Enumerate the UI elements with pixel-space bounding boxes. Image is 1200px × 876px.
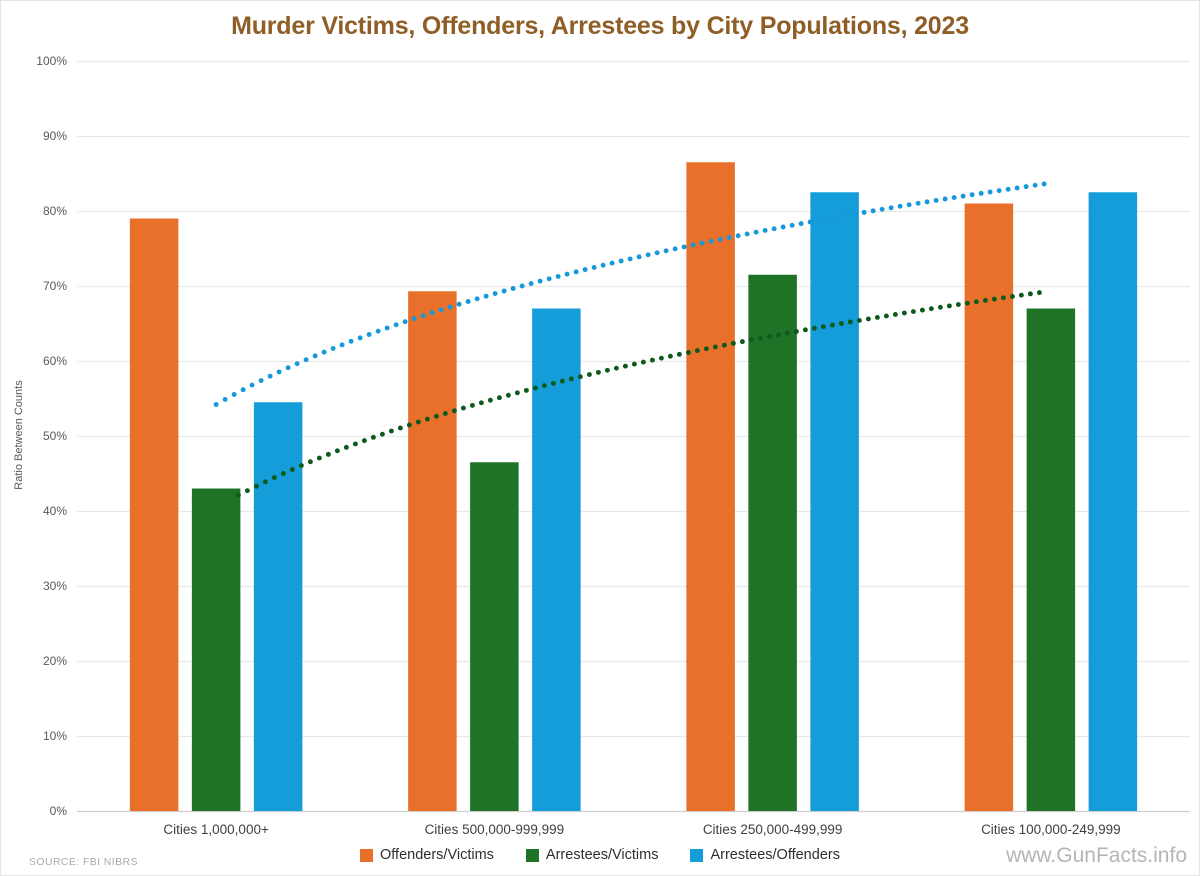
bar-arrestees-offenders-g2 (532, 308, 581, 811)
chart-title: Murder Victims, Offenders, Arrestees by … (231, 12, 969, 40)
trendline-arrestees-offenders (213, 181, 1047, 407)
y-tick-label: 50% (42, 429, 67, 443)
y-tick-label: 10% (42, 729, 67, 743)
legend-label: Arrestees/Victims (545, 847, 659, 863)
bar-offenders-victims-g4 (964, 203, 1014, 811)
x-category-label: Cities 500,000-999,999 (424, 822, 565, 837)
legend-label: Arrestees/Offenders (710, 847, 840, 863)
y-tick-label: 20% (42, 654, 67, 668)
bar-arrestees-offenders-g4 (1088, 192, 1138, 811)
bar-offenders-victims-g3 (686, 162, 735, 811)
legend-item: Arrestees/Offenders (690, 847, 840, 863)
bar-offenders-victims-g1 (129, 218, 179, 811)
legend-swatch-icon (360, 848, 374, 862)
watermark: www.GunFacts.info (1006, 844, 1187, 867)
bar-arrestees-victims-g4 (1026, 308, 1076, 811)
bar-arrestees-victims-g1 (191, 488, 241, 811)
x-category-label: Cities 1,000,000+ (163, 822, 269, 837)
bar-arrestees-offenders-g3 (810, 192, 859, 811)
bar-arrestees-offenders-g1 (253, 402, 303, 811)
legend-label: Offenders/Victims (380, 847, 494, 863)
y-tick-label: 80% (42, 204, 67, 218)
y-tick-label: 60% (42, 354, 67, 368)
y-tick-label: 100% (36, 54, 67, 68)
bar-arrestees-victims-g2 (470, 462, 519, 811)
source-note: SOURCE: FBI NIBRS (29, 856, 138, 868)
y-tick-label: 30% (42, 579, 67, 593)
legend-item: Offenders/Victims (360, 847, 494, 863)
y-tick-label: 90% (42, 129, 67, 143)
legend-swatch-icon (690, 848, 704, 862)
y-tick-label: 40% (42, 504, 67, 518)
bar-offenders-victims-g2 (408, 291, 457, 811)
trendline-arrestees-victims (235, 290, 1042, 498)
legend-swatch-icon (525, 848, 539, 862)
bar-arrestees-victims-g3 (748, 274, 797, 811)
y-tick-label: 0% (49, 804, 67, 818)
x-category-label: Cities 100,000-249,999 (981, 822, 1121, 837)
legend: Offenders/Victims Arrestees/Victims Arrest… (1, 847, 1199, 863)
x-category-label: Cities 250,000-499,999 (702, 822, 843, 837)
legend-item: Arrestees/Victims (525, 847, 659, 863)
y-tick-label: 70% (42, 279, 67, 293)
